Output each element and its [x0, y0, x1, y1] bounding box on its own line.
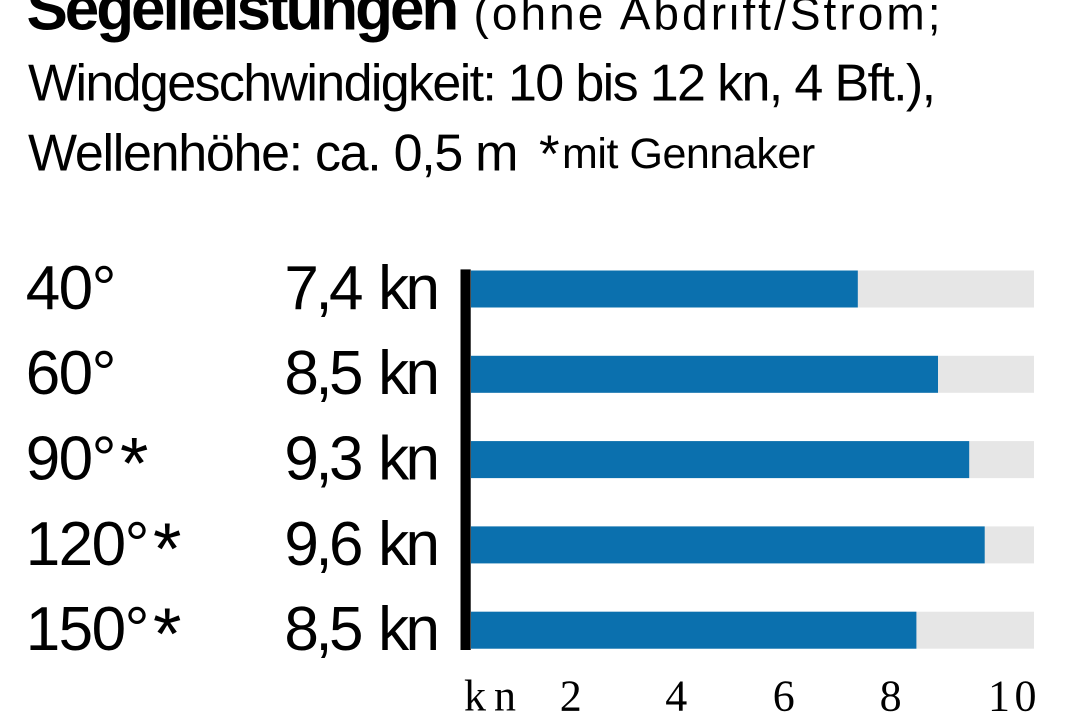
- svg-text:8: 8: [880, 672, 902, 712]
- svg-text:9,6 kn: 9,6 kn: [284, 510, 436, 579]
- svg-text:6: 6: [773, 672, 795, 712]
- svg-text:4: 4: [665, 672, 687, 712]
- svg-text:kn: kn: [464, 672, 524, 712]
- svg-text:90°*: 90°*: [26, 424, 148, 505]
- svg-text:120°*: 120°*: [26, 509, 181, 590]
- svg-text:Windgeschwindigkeit: 10 bis 12: Windgeschwindigkeit: 10 bis 12 kn, 4 Bft…: [28, 55, 934, 113]
- svg-text:40°: 40°: [26, 254, 115, 323]
- svg-text:8,5 kn: 8,5 kn: [284, 339, 436, 408]
- svg-text:8,5 kn: 8,5 kn: [284, 595, 436, 664]
- svg-text:2: 2: [560, 672, 582, 712]
- svg-text:10: 10: [988, 672, 1041, 712]
- svg-text:Segelleistungen: Segelleistungen: [27, 0, 457, 44]
- svg-text:60°: 60°: [26, 339, 115, 408]
- svg-text:(ohne Abdrift/Strom;: (ohne Abdrift/Strom;: [474, 0, 944, 40]
- svg-text:9,3 kn: 9,3 kn: [284, 425, 436, 494]
- svg-text:mit Gennaker: mit Gennaker: [562, 130, 815, 178]
- svg-text:*: *: [539, 125, 560, 184]
- svg-text:Wellenhöhe: ca. 0,5 m: Wellenhöhe: ca. 0,5 m: [28, 125, 517, 183]
- svg-text:7,4 kn: 7,4 kn: [284, 254, 436, 323]
- svg-text:150°*: 150°*: [26, 594, 181, 675]
